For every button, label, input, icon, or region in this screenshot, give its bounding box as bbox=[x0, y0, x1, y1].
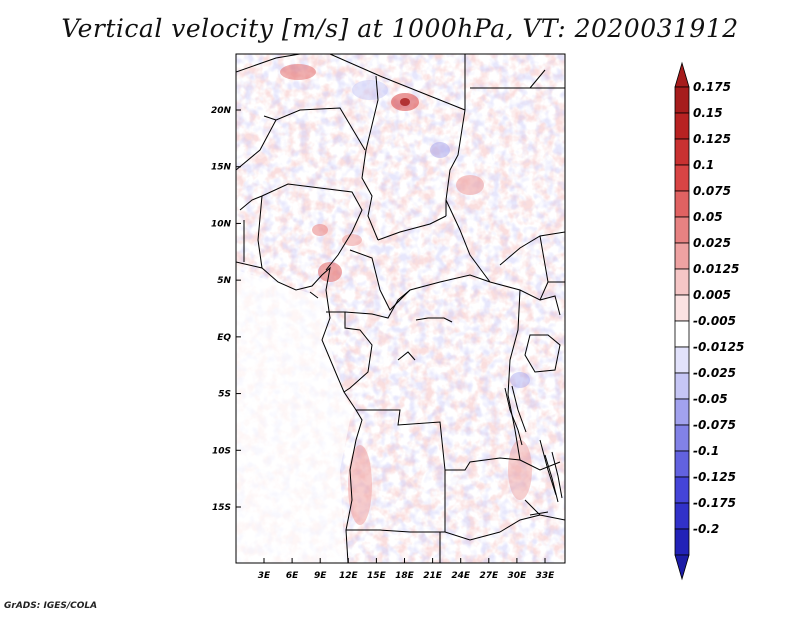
colorbar-top-arrow bbox=[674, 61, 690, 88]
colorbar-swatch bbox=[674, 346, 690, 374]
colorbar-swatch bbox=[674, 112, 690, 140]
colorbar-label: -0.175 bbox=[693, 496, 736, 510]
longitude-axis: 3E 6E 9E 12E 15E 18E 21E 24E 27E 30E 33E bbox=[258, 558, 555, 581]
lon-label: 30E bbox=[508, 571, 528, 581]
colorbar-label: 0.175 bbox=[693, 80, 731, 94]
colorbar-swatch bbox=[674, 476, 690, 504]
lon-label: 9E bbox=[314, 571, 327, 581]
lon-label: 15E bbox=[367, 571, 387, 581]
colorbar-label: -0.05 bbox=[693, 392, 728, 406]
colorbar-label: -0.0125 bbox=[693, 340, 744, 354]
colorbar-label: -0.125 bbox=[693, 470, 736, 484]
colorbar-swatch bbox=[674, 164, 690, 192]
colorbar-swatch bbox=[674, 216, 690, 244]
lat-label: 10S bbox=[212, 446, 231, 456]
lat-label: EQ bbox=[217, 333, 231, 343]
colorbar-swatch bbox=[674, 528, 690, 556]
lat-label: 5N bbox=[217, 276, 231, 286]
colorbar-swatch bbox=[674, 86, 690, 114]
colorbar-bottom-arrow bbox=[674, 554, 690, 581]
colorbar-swatch bbox=[674, 372, 690, 400]
colorbar-label: 0.1 bbox=[693, 158, 714, 172]
lon-label: 18E bbox=[395, 571, 415, 581]
colorbar-swatch bbox=[674, 138, 690, 166]
lon-label: 3E bbox=[258, 571, 271, 581]
colorbar-swatch bbox=[674, 190, 690, 218]
colorbar-label: -0.005 bbox=[693, 314, 736, 328]
lat-label: 10N bbox=[211, 219, 232, 229]
colorbar-label: 0.15 bbox=[693, 106, 723, 120]
lon-label: 6E bbox=[286, 571, 299, 581]
colorbar-label: 0.0125 bbox=[693, 262, 739, 276]
colorbar-swatch bbox=[674, 242, 690, 270]
colorbar-label: 0.075 bbox=[693, 184, 731, 198]
map-title: Vertical velocity [m/s] at 1000hPa, VT: … bbox=[61, 14, 739, 43]
velocity-field bbox=[236, 54, 565, 563]
colorbar-swatch bbox=[674, 424, 690, 452]
lon-label: 33E bbox=[536, 571, 556, 581]
colorbar-label: -0.025 bbox=[693, 366, 736, 380]
map-frame bbox=[235, 53, 566, 564]
colorbar-swatch bbox=[674, 294, 690, 322]
colorbar-label: 0.025 bbox=[693, 236, 731, 250]
country-borders bbox=[236, 54, 565, 563]
colorbar-swatch bbox=[674, 450, 690, 478]
lat-label: 5S bbox=[218, 390, 231, 400]
colorbar-swatch bbox=[674, 320, 690, 348]
lon-label: 27E bbox=[479, 571, 499, 581]
lat-label: 15S bbox=[212, 503, 231, 513]
colorbar-label: -0.2 bbox=[693, 522, 719, 536]
colorbar-label: 0.005 bbox=[693, 288, 731, 302]
colorbar-swatch bbox=[674, 398, 690, 426]
lon-label: 24E bbox=[451, 571, 471, 581]
lat-label: 20N bbox=[211, 106, 232, 116]
colorbar: 0.175 0.15 0.125 0.1 0.075 0.05 0.025 0.0125 0.0… bbox=[674, 61, 744, 581]
colorbar-swatch bbox=[674, 502, 690, 530]
colorbar-label: -0.1 bbox=[693, 444, 719, 458]
latitude-axis: 20N 15N 10N 5N EQ 5S 10S 15S bbox=[211, 106, 241, 513]
lon-label: 21E bbox=[423, 571, 443, 581]
lat-label: 15N bbox=[211, 163, 232, 173]
colorbar-label: 0.05 bbox=[693, 210, 723, 224]
lon-label: 12E bbox=[339, 571, 359, 581]
grads-credit: GrADS: IGES/COLA bbox=[4, 601, 98, 611]
colorbar-label: 0.125 bbox=[693, 132, 731, 146]
colorbar-label: -0.075 bbox=[693, 418, 736, 432]
colorbar-swatch bbox=[674, 268, 690, 296]
